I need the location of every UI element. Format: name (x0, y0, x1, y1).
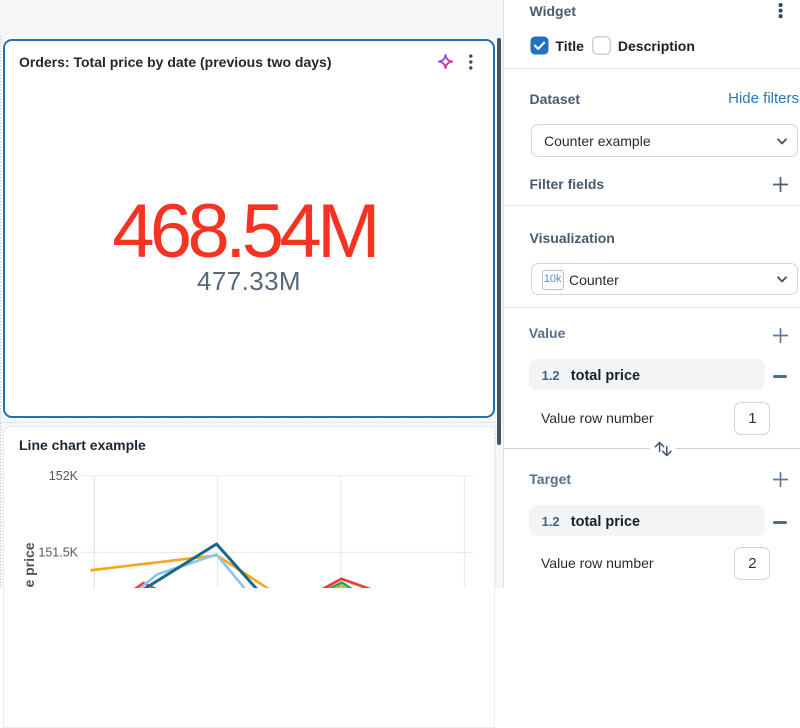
svg-text:151.5K: 151.5K (38, 545, 78, 559)
svg-text:152K: 152K (49, 469, 79, 483)
svg-text:Average price: Average price (21, 542, 37, 588)
